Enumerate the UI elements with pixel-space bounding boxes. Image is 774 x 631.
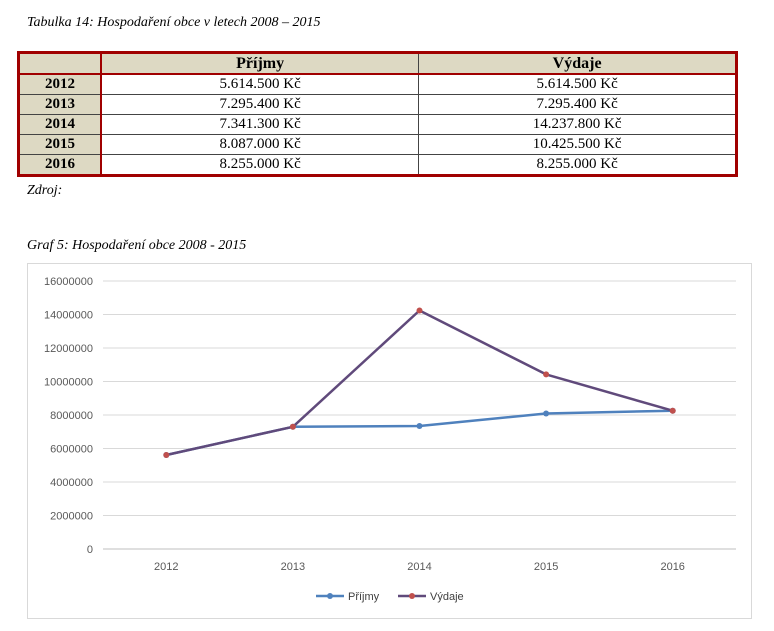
row-income: 7.341.300 Kč	[100, 114, 420, 135]
x-tick-label: 2012	[154, 561, 178, 573]
table-header-row: Příjmy Výdaje	[18, 52, 737, 75]
table-row: 2012 5.614.500 Kč 5.614.500 Kč	[18, 73, 737, 95]
data-point	[163, 451, 170, 458]
row-income: 7.295.400 Kč	[100, 94, 420, 115]
data-point	[416, 307, 423, 314]
series-line	[166, 309, 674, 457]
row-income: 8.255.000 Kč	[100, 154, 420, 176]
row-income: 8.087.000 Kč	[100, 134, 420, 155]
y-tick-label: 2000000	[50, 511, 93, 523]
legend-label: Příjmy	[348, 591, 380, 603]
data-point	[416, 423, 423, 430]
y-tick-label: 6000000	[50, 444, 93, 456]
y-tick-label: 4000000	[50, 477, 93, 489]
header-expense: Výdaje	[418, 52, 737, 75]
y-tick-label: 10000000	[44, 377, 93, 389]
table-row: 2015 8.087.000 Kč 10.425.500 Kč	[18, 134, 737, 155]
row-expense: 10.425.500 Kč	[418, 134, 737, 155]
row-year: 2016	[18, 154, 102, 176]
legend-marker	[327, 593, 333, 599]
x-tick-label: 2013	[281, 561, 305, 573]
y-tick-label: 16000000	[44, 276, 93, 288]
header-income: Příjmy	[100, 52, 420, 75]
x-tick-label: 2015	[534, 561, 558, 573]
header-corner	[18, 52, 102, 75]
line-chart: 0 2000000 4000000 6000000 8000000 10000000 120…	[44, 276, 736, 603]
data-point	[289, 423, 296, 430]
x-tick-label: 2016	[660, 561, 684, 573]
row-expense: 14.237.800 Kč	[418, 114, 737, 135]
chart-frame: 0 2000000 4000000 6000000 8000000 10000000 120…	[27, 263, 752, 619]
table-caption: Tabulka 14: Hospodaření obce v letech 20…	[27, 15, 321, 30]
table-row: 2013 7.295.400 Kč 7.295.400 Kč	[18, 94, 737, 115]
y-tick-label: 8000000	[50, 410, 93, 422]
table-row: 2014 7.341.300 Kč 14.237.800 Kč	[18, 114, 737, 135]
row-year: 2014	[18, 114, 102, 135]
row-year: 2013	[18, 94, 102, 115]
data-point	[543, 410, 550, 417]
finance-table: Příjmy Výdaje 2012 5.614.500 Kč 5.614.50…	[17, 51, 738, 177]
data-point	[543, 371, 550, 378]
row-expense: 8.255.000 Kč	[418, 154, 737, 176]
row-income: 5.614.500 Kč	[100, 73, 420, 95]
legend-marker	[409, 593, 415, 599]
source-note: Zdroj:	[27, 183, 63, 198]
legend-label: Výdaje	[430, 591, 464, 603]
y-tick-label: 14000000	[44, 310, 93, 322]
row-year: 2015	[18, 134, 102, 155]
y-tick-label: 0	[87, 544, 93, 556]
row-year: 2012	[18, 73, 102, 95]
row-expense: 5.614.500 Kč	[418, 73, 737, 95]
chart-caption: Graf 5: Hospodaření obce 2008 - 2015	[27, 238, 247, 253]
table-row: 2016 8.255.000 Kč 8.255.000 Kč	[18, 154, 737, 176]
row-expense: 7.295.400 Kč	[418, 94, 737, 115]
x-tick-label: 2014	[407, 561, 431, 573]
data-point	[669, 407, 676, 414]
y-tick-label: 12000000	[44, 343, 93, 355]
